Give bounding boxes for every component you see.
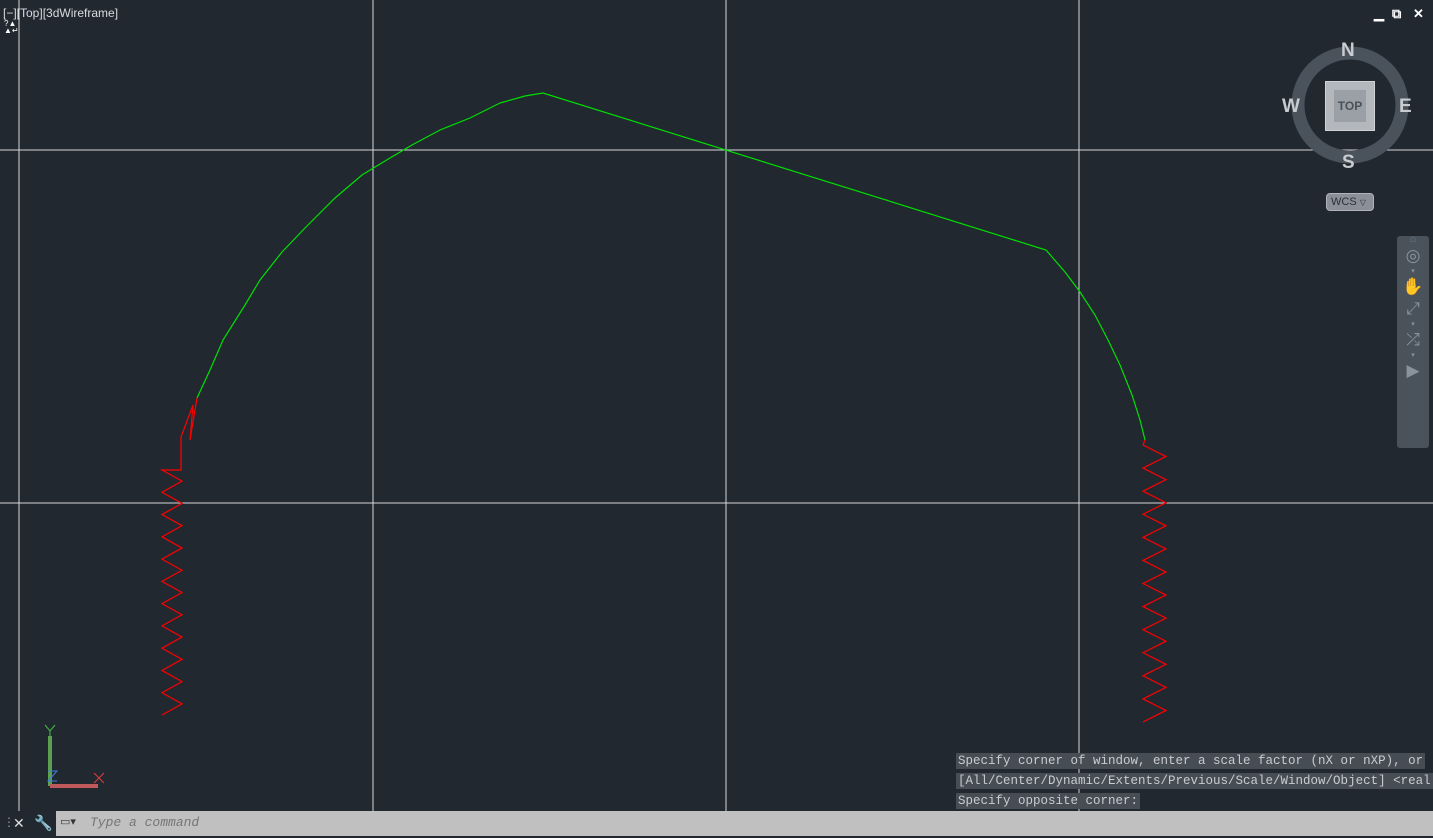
compass-west[interactable]: W [1282,96,1300,117]
wcs-dropdown[interactable]: WCS ▽ [1326,193,1374,211]
viewcube-face-label: TOP [1334,90,1366,122]
viewcube[interactable]: TOP N S E W [1282,40,1412,173]
compass-north[interactable]: N [1341,40,1355,61]
compass-south[interactable]: S [1342,152,1355,173]
command-input[interactable] [90,815,990,830]
grip-handle[interactable]: ⋮ [3,815,15,829]
pan-icon[interactable]: ✋ [1402,277,1424,296]
green-polyline[interactable] [196,92,1146,441]
red-spline-left[interactable] [159,397,198,716]
viewport-status-icons: ?▲ ▲↵ [4,19,19,35]
red-spline-right[interactable] [1141,439,1168,723]
showmotion-icon[interactable]: ▶ [1406,361,1420,380]
orbit-icon[interactable]: ⤮ [1406,330,1420,349]
wcs-label: WCS [1331,196,1357,208]
viewcube-top-face[interactable]: TOP [1325,81,1375,131]
command-history-line: Specify opposite corner: [956,793,1141,809]
viewport-controls-label[interactable]: [−][Top][3dWireframe] [3,6,119,20]
close-viewport-button[interactable]: ✕ [1413,6,1424,21]
command-history-line: Specify corner of window, enter a scale … [956,753,1426,769]
chevron-down-icon: ▽ [1359,198,1366,207]
zoom-extents-icon[interactable]: ⤢ [1406,299,1420,318]
command-prompt-icon[interactable]: ▭▾ [60,816,76,828]
wrench-icon[interactable]: 🔧 [34,815,53,832]
restore-viewport-button[interactable]: ⧉ [1392,6,1402,21]
close-icon[interactable]: ✕ [13,815,25,831]
command-history-line: [All/Center/Dynamic/Extents/Previous/Sca… [956,773,1433,789]
command-line: ⋮ ✕ 🔧 ▭▾ [0,811,1433,838]
steering-wheel-icon[interactable]: ◎ [1405,246,1421,265]
minimize-viewport-button[interactable]: ▁ [1374,6,1384,21]
ucs-icon [44,724,105,788]
navigation-bar[interactable]: □ ◎ ▾ ✋ ⤢ ▾ ⤮ ▾ ▶ [1397,236,1429,448]
compass-east[interactable]: E [1399,96,1412,117]
